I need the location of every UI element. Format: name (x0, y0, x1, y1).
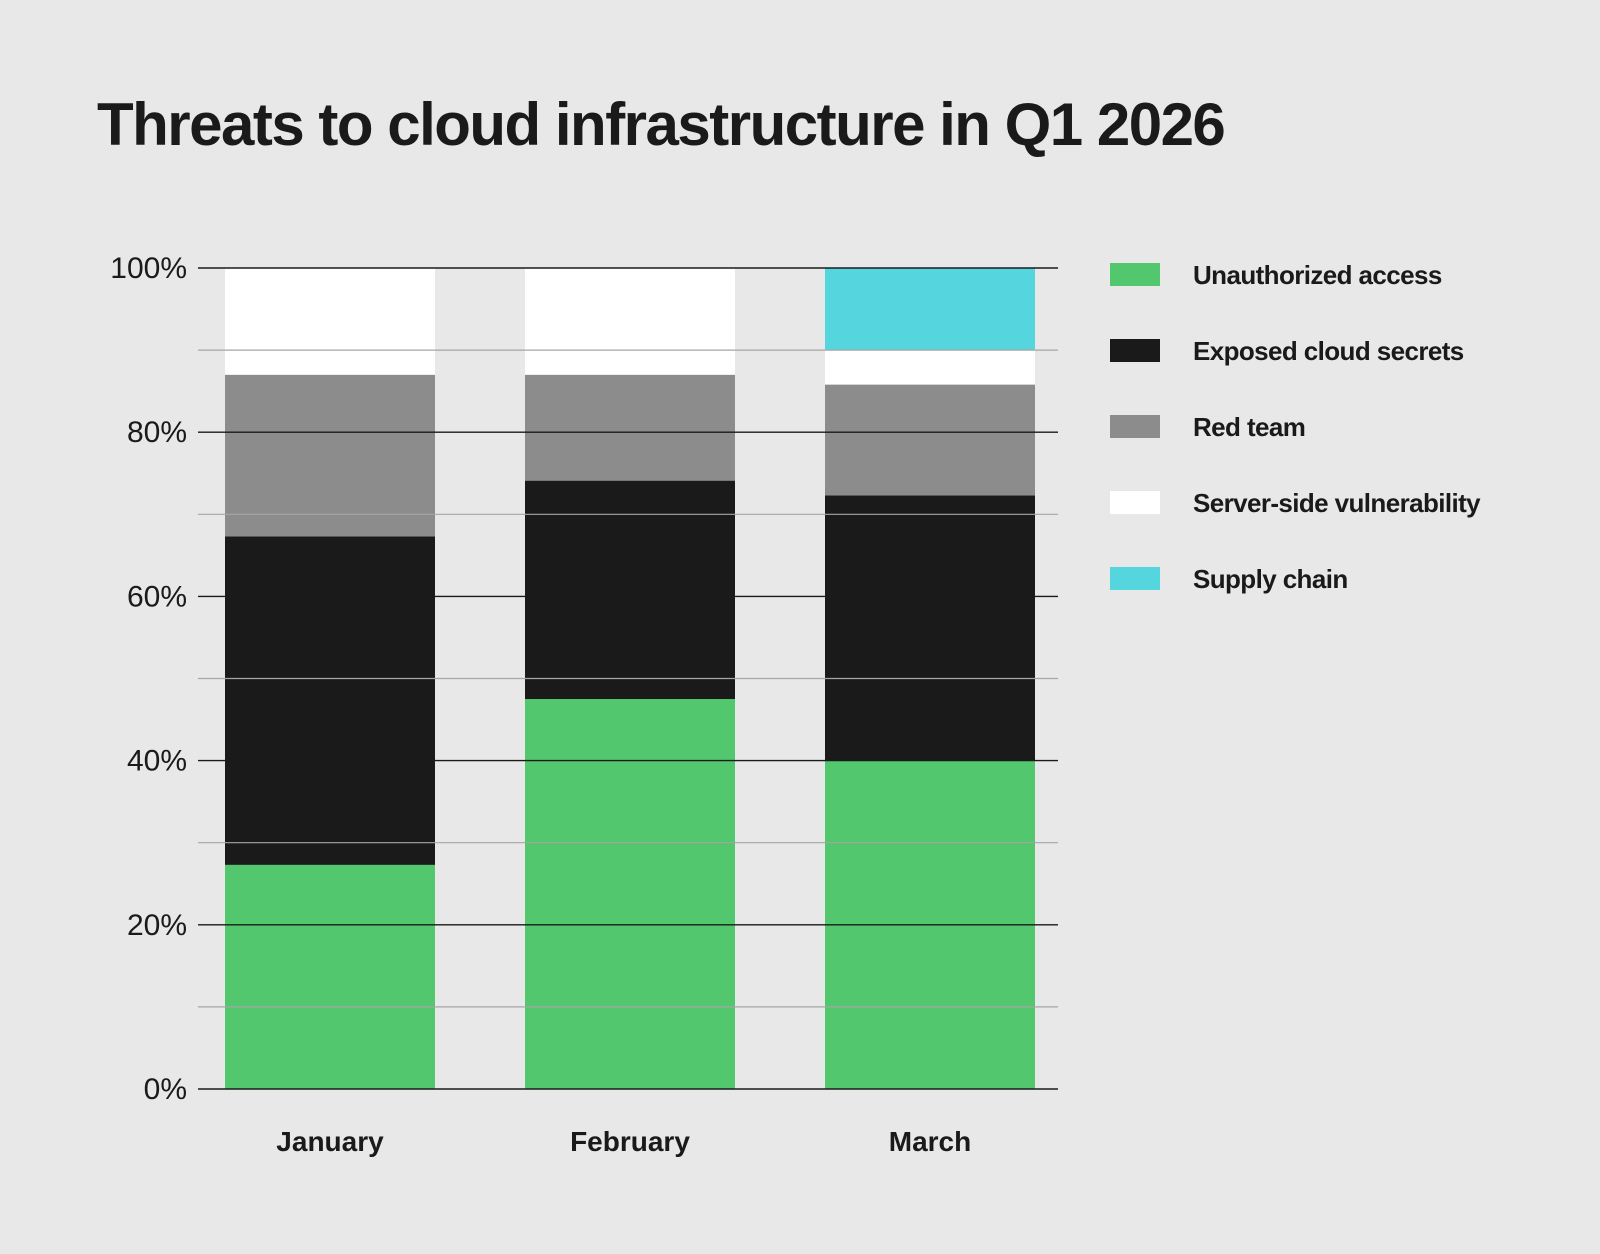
bar-segment (525, 374, 735, 481)
bar-segment (525, 699, 735, 1089)
bar-segment (225, 374, 435, 537)
bar-segment (825, 495, 1035, 761)
legend-item: Red team (1110, 412, 1570, 442)
bar-segment (225, 268, 435, 375)
y-tick-label: 40% (127, 745, 187, 778)
legend-swatch (1110, 567, 1160, 590)
legend-item: Supply chain (1110, 564, 1570, 594)
bars-layer (225, 268, 1035, 1089)
x-tick-label: March (889, 1126, 971, 1157)
legend-label: Unauthorized access (1193, 260, 1442, 290)
legend-swatch (1110, 263, 1160, 286)
bar-segment (525, 268, 735, 375)
legend-swatch (1110, 415, 1160, 438)
y-axis-tick-labels: 0% 20% 40% 60% 80% 100% (110, 252, 187, 1106)
legend-swatch (1110, 491, 1160, 514)
x-tick-label: February (570, 1126, 690, 1157)
chart-title: Threats to cloud infrastructure in Q1 20… (97, 91, 1226, 158)
x-tick-label: January (276, 1126, 384, 1157)
bar-segment (225, 864, 435, 1089)
legend-swatch (1110, 339, 1160, 362)
x-axis-category-labels: January February March (276, 1126, 971, 1157)
legend-label: Red team (1193, 412, 1306, 442)
y-tick-label: 60% (127, 580, 187, 613)
bar-segment (825, 384, 1035, 496)
legend-item: Exposed cloud secrets (1110, 336, 1570, 366)
legend-label: Supply chain (1193, 564, 1348, 594)
y-tick-label: 100% (110, 252, 187, 285)
legend-item: Server-side vulnerability (1110, 488, 1570, 518)
y-tick-label: 80% (127, 416, 187, 449)
legend-item: Unauthorized access (1110, 260, 1570, 290)
bar-segment (525, 480, 735, 700)
legend-label: Exposed cloud secrets (1193, 336, 1464, 366)
bar-segment (825, 350, 1035, 385)
y-tick-label: 20% (127, 909, 187, 942)
grid-layer (198, 267, 1058, 1090)
bar-segment (825, 268, 1035, 351)
legend-label: Server-side vulnerability (1193, 488, 1481, 518)
bar-segment (225, 536, 435, 865)
y-tick-label: 0% (144, 1073, 187, 1106)
